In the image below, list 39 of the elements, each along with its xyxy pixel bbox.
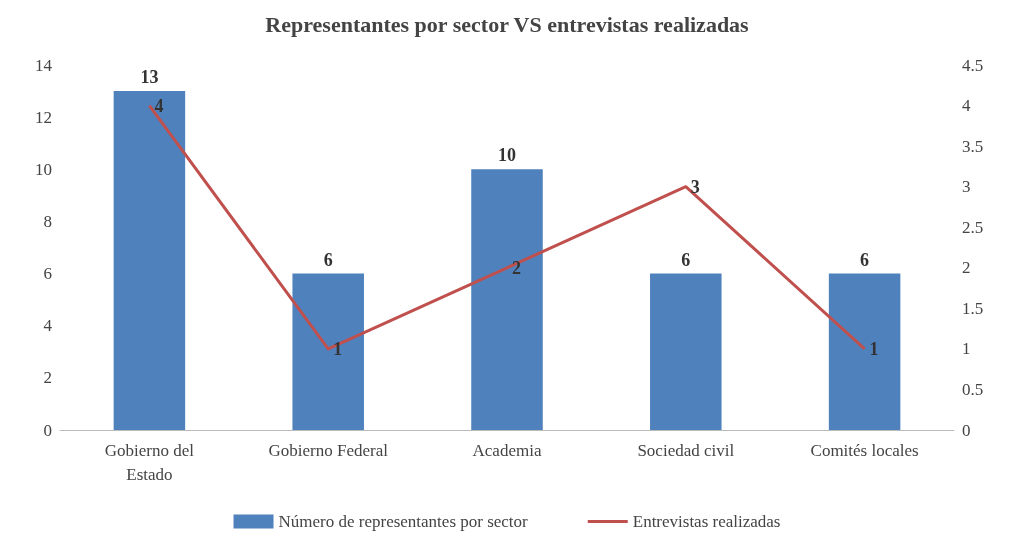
data-label: 6 [860,249,870,270]
x-tick-label: Sociedad civil [637,440,735,460]
data-label: 4 [154,95,164,116]
y2-tick-label: 1.5 [962,298,984,318]
bar [113,91,186,430]
data-label: 13 [140,67,159,88]
data-label: 6 [681,249,691,270]
y2-tick-label: 3 [962,177,971,197]
x-tick-label: Academia [472,440,542,460]
y-tick-label: 6 [43,264,52,284]
y-tick-label: 2 [43,368,52,388]
legend-label: Número de representantes por sector [278,512,529,531]
x-tick-label: Gobierno Federal [268,440,389,460]
y2-tick-label: 4.5 [962,55,984,75]
y2-tick-label: 0 [962,420,971,440]
y-tick-label: 4 [43,316,53,336]
y-tick-label: 14 [35,55,53,75]
y2-tick-label: 0.5 [962,379,984,399]
chart-title: Representantes por sector VS entrevistas realizadas [265,11,750,37]
y2-tick-label: 3.5 [962,136,984,156]
bar [650,273,722,430]
x-tick-label: Gobierno del Estado [104,440,195,484]
y2-tick-label: 4 [962,96,971,116]
data-label: 10 [498,145,516,166]
bar [471,169,543,430]
data-label: 6 [323,249,333,270]
legend-label: Entrevistas realizadas [632,512,781,531]
bar [828,273,901,430]
y-tick-label: 8 [43,211,52,231]
y-tick-label: 0 [43,420,52,440]
y2-tick-label: 1 [962,339,971,359]
y2-tick-label: 2 [962,258,971,278]
data-label: 3 [690,176,700,197]
y2-tick-label: 2.5 [962,217,984,237]
x-tick-label: Comités locales [810,440,919,460]
bar [292,273,364,430]
y-tick-label: 10 [35,159,52,179]
y-tick-label: 12 [35,107,52,127]
data-label: 1 [869,338,879,359]
